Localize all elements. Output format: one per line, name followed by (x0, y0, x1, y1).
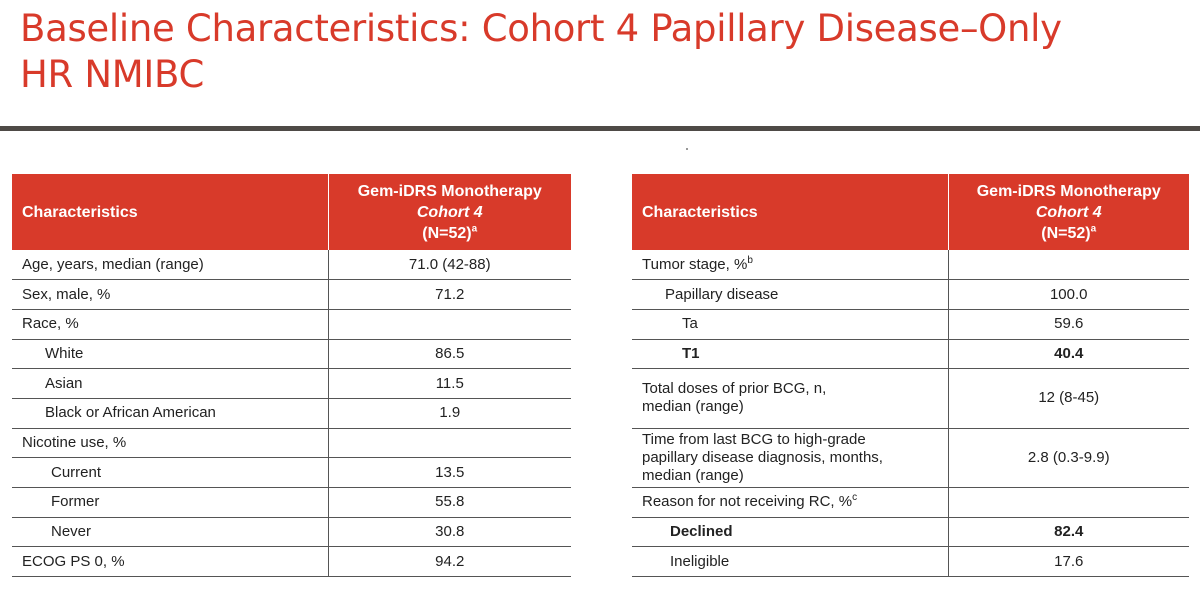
table-row: Ineligible 17.6 (632, 547, 1189, 577)
title-divider (0, 126, 1200, 131)
table-row: Declined 82.4 (632, 517, 1189, 547)
cohort-header-line-2: Cohort 4 (417, 204, 483, 221)
row-label: Declined (632, 517, 948, 547)
row-value: 86.5 (328, 339, 571, 369)
table-row: Age, years, median (range) 71.0 (42-88) (12, 250, 571, 280)
row-value: 2.8 (0.3-9.9) (948, 428, 1189, 487)
table-row: Current 13.5 (12, 458, 571, 488)
disease-characteristics-table: Characteristics Gem-iDRS Monotherapy Coh… (632, 174, 1189, 577)
row-value: 82.4 (948, 517, 1189, 547)
row-value: 94.2 (328, 547, 571, 577)
cohort-header-line-3: (N=52) (422, 225, 471, 242)
table-row: White 86.5 (12, 339, 571, 369)
table-row: Time from last BCG to high-grade papilla… (632, 428, 1189, 487)
row-label: White (12, 339, 328, 369)
row-label-text: Reason for not receiving RC, % (642, 493, 852, 510)
row-value: 40.4 (948, 339, 1189, 369)
characteristics-header: Characteristics (632, 174, 948, 250)
row-value (948, 250, 1189, 280)
row-footnote: c (852, 492, 857, 503)
row-value: 11.5 (328, 369, 571, 399)
row-value: 71.0 (42-88) (328, 250, 571, 280)
row-label: ECOG PS 0, % (12, 547, 328, 577)
row-label: Ineligible (632, 547, 948, 577)
cohort-header-line-1: Gem-iDRS Monotherapy (358, 183, 542, 200)
demographics-table: Characteristics Gem-iDRS Monotherapy Coh… (12, 174, 571, 577)
row-label: Never (12, 517, 328, 547)
table-row: Sex, male, % 71.2 (12, 280, 571, 310)
row-label: Reason for not receiving RC, %c (632, 488, 948, 518)
row-value (328, 428, 571, 458)
row-label: Ta (632, 309, 948, 339)
row-label: Race, % (12, 309, 328, 339)
table-row: Reason for not receiving RC, %c (632, 488, 1189, 518)
cohort-header-footnote: a (1091, 223, 1097, 234)
table-row: Former 55.8 (12, 488, 571, 518)
row-value: 71.2 (328, 280, 571, 310)
row-label: T1 (632, 339, 948, 369)
slide-title-line-2: HR NMIBC (20, 52, 1180, 98)
row-label: Former (12, 488, 328, 518)
row-value: 13.5 (328, 458, 571, 488)
row-label: Black or African American (12, 398, 328, 428)
row-label: Papillary disease (632, 280, 948, 310)
row-label: Total doses of prior BCG, n, median (ran… (632, 369, 948, 428)
row-value (948, 488, 1189, 518)
table-row: Ta 59.6 (632, 309, 1189, 339)
table-header-row: Characteristics Gem-iDRS Monotherapy Coh… (12, 174, 571, 250)
table-row: ECOG PS 0, % 94.2 (12, 547, 571, 577)
cohort-header: Gem-iDRS Monotherapy Cohort 4 (N=52)a (328, 174, 571, 250)
row-value: 12 (8-45) (948, 369, 1189, 428)
row-value: 30.8 (328, 517, 571, 547)
table-row: T1 40.4 (632, 339, 1189, 369)
row-label-line-2: papillary disease diagnosis, months, (642, 449, 883, 466)
row-label: Tumor stage, %b (632, 250, 948, 280)
row-value: 100.0 (948, 280, 1189, 310)
table-row: Asian 11.5 (12, 369, 571, 399)
row-label-line-3: median (range) (642, 467, 744, 484)
row-label-line-1: Total doses of prior BCG, n, (642, 380, 826, 397)
table-row: Never 30.8 (12, 517, 571, 547)
row-label-text: Tumor stage, % (642, 256, 747, 273)
stray-dot (686, 148, 688, 150)
row-value: 59.6 (948, 309, 1189, 339)
row-value: 55.8 (328, 488, 571, 518)
cohort-header: Gem-iDRS Monotherapy Cohort 4 (N=52)a (948, 174, 1189, 250)
row-label-line-2: median (range) (642, 398, 744, 415)
row-label: Sex, male, % (12, 280, 328, 310)
characteristics-header: Characteristics (12, 174, 328, 250)
row-label: Current (12, 458, 328, 488)
row-value: 1.9 (328, 398, 571, 428)
table-row: Black or African American 1.9 (12, 398, 571, 428)
row-label: Asian (12, 369, 328, 399)
table-header-row: Characteristics Gem-iDRS Monotherapy Coh… (632, 174, 1189, 250)
cohort-header-line-1: Gem-iDRS Monotherapy (977, 183, 1161, 200)
slide-title: Baseline Characteristics: Cohort 4 Papil… (20, 6, 1180, 98)
table-row: Race, % (12, 309, 571, 339)
table-row: Tumor stage, %b (632, 250, 1189, 280)
table-row: Total doses of prior BCG, n, median (ran… (632, 369, 1189, 428)
row-label: Age, years, median (range) (12, 250, 328, 280)
cohort-header-footnote: a (472, 223, 478, 234)
row-value (328, 309, 571, 339)
cohort-header-line-3: (N=52) (1041, 225, 1090, 242)
row-value: 17.6 (948, 547, 1189, 577)
row-label: Nicotine use, % (12, 428, 328, 458)
cohort-header-line-2: Cohort 4 (1036, 204, 1102, 221)
row-label-line-1: Time from last BCG to high-grade (642, 431, 866, 448)
row-label: Time from last BCG to high-grade papilla… (632, 428, 948, 487)
row-footnote: b (747, 255, 753, 266)
slide-title-line-1: Baseline Characteristics: Cohort 4 Papil… (20, 6, 1180, 52)
table-row: Papillary disease 100.0 (632, 280, 1189, 310)
table-row: Nicotine use, % (12, 428, 571, 458)
